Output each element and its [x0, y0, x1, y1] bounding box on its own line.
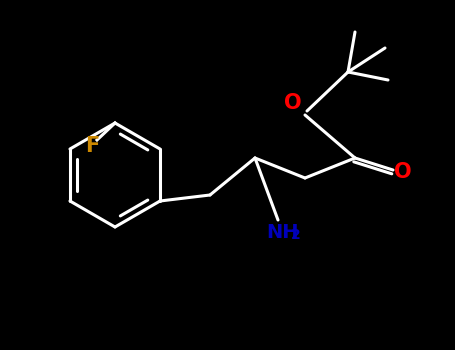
- Text: O: O: [284, 93, 302, 113]
- Text: 2: 2: [291, 228, 301, 242]
- Text: NH: NH: [266, 223, 298, 241]
- Text: O: O: [394, 162, 412, 182]
- Text: F: F: [85, 136, 99, 156]
